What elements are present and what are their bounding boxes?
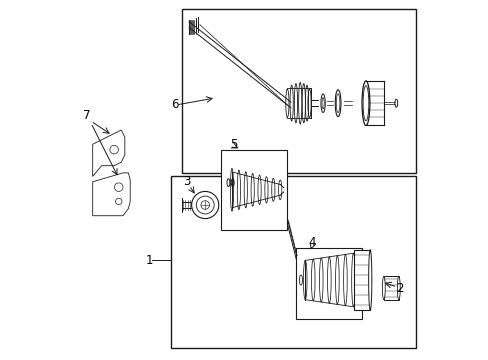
- Text: 2: 2: [395, 283, 403, 296]
- Ellipse shape: [320, 94, 325, 112]
- Circle shape: [191, 192, 218, 219]
- Circle shape: [114, 183, 123, 192]
- Bar: [221, 150, 287, 230]
- Ellipse shape: [361, 81, 369, 126]
- Polygon shape: [93, 173, 130, 216]
- Bar: [353, 249, 369, 310]
- Bar: [182, 9, 415, 173]
- Circle shape: [115, 198, 122, 204]
- Text: 7: 7: [83, 109, 90, 122]
- Text: 5: 5: [230, 138, 237, 151]
- Ellipse shape: [382, 276, 385, 300]
- Bar: [383, 276, 398, 300]
- Text: 4: 4: [308, 236, 315, 249]
- Ellipse shape: [335, 90, 340, 117]
- Text: 3: 3: [183, 175, 190, 188]
- Ellipse shape: [397, 276, 400, 300]
- Polygon shape: [93, 130, 124, 176]
- Ellipse shape: [368, 249, 371, 310]
- Bar: [171, 176, 415, 348]
- Text: 6: 6: [171, 99, 179, 112]
- Text: 1: 1: [145, 254, 152, 267]
- Circle shape: [110, 145, 118, 154]
- Bar: [296, 248, 362, 319]
